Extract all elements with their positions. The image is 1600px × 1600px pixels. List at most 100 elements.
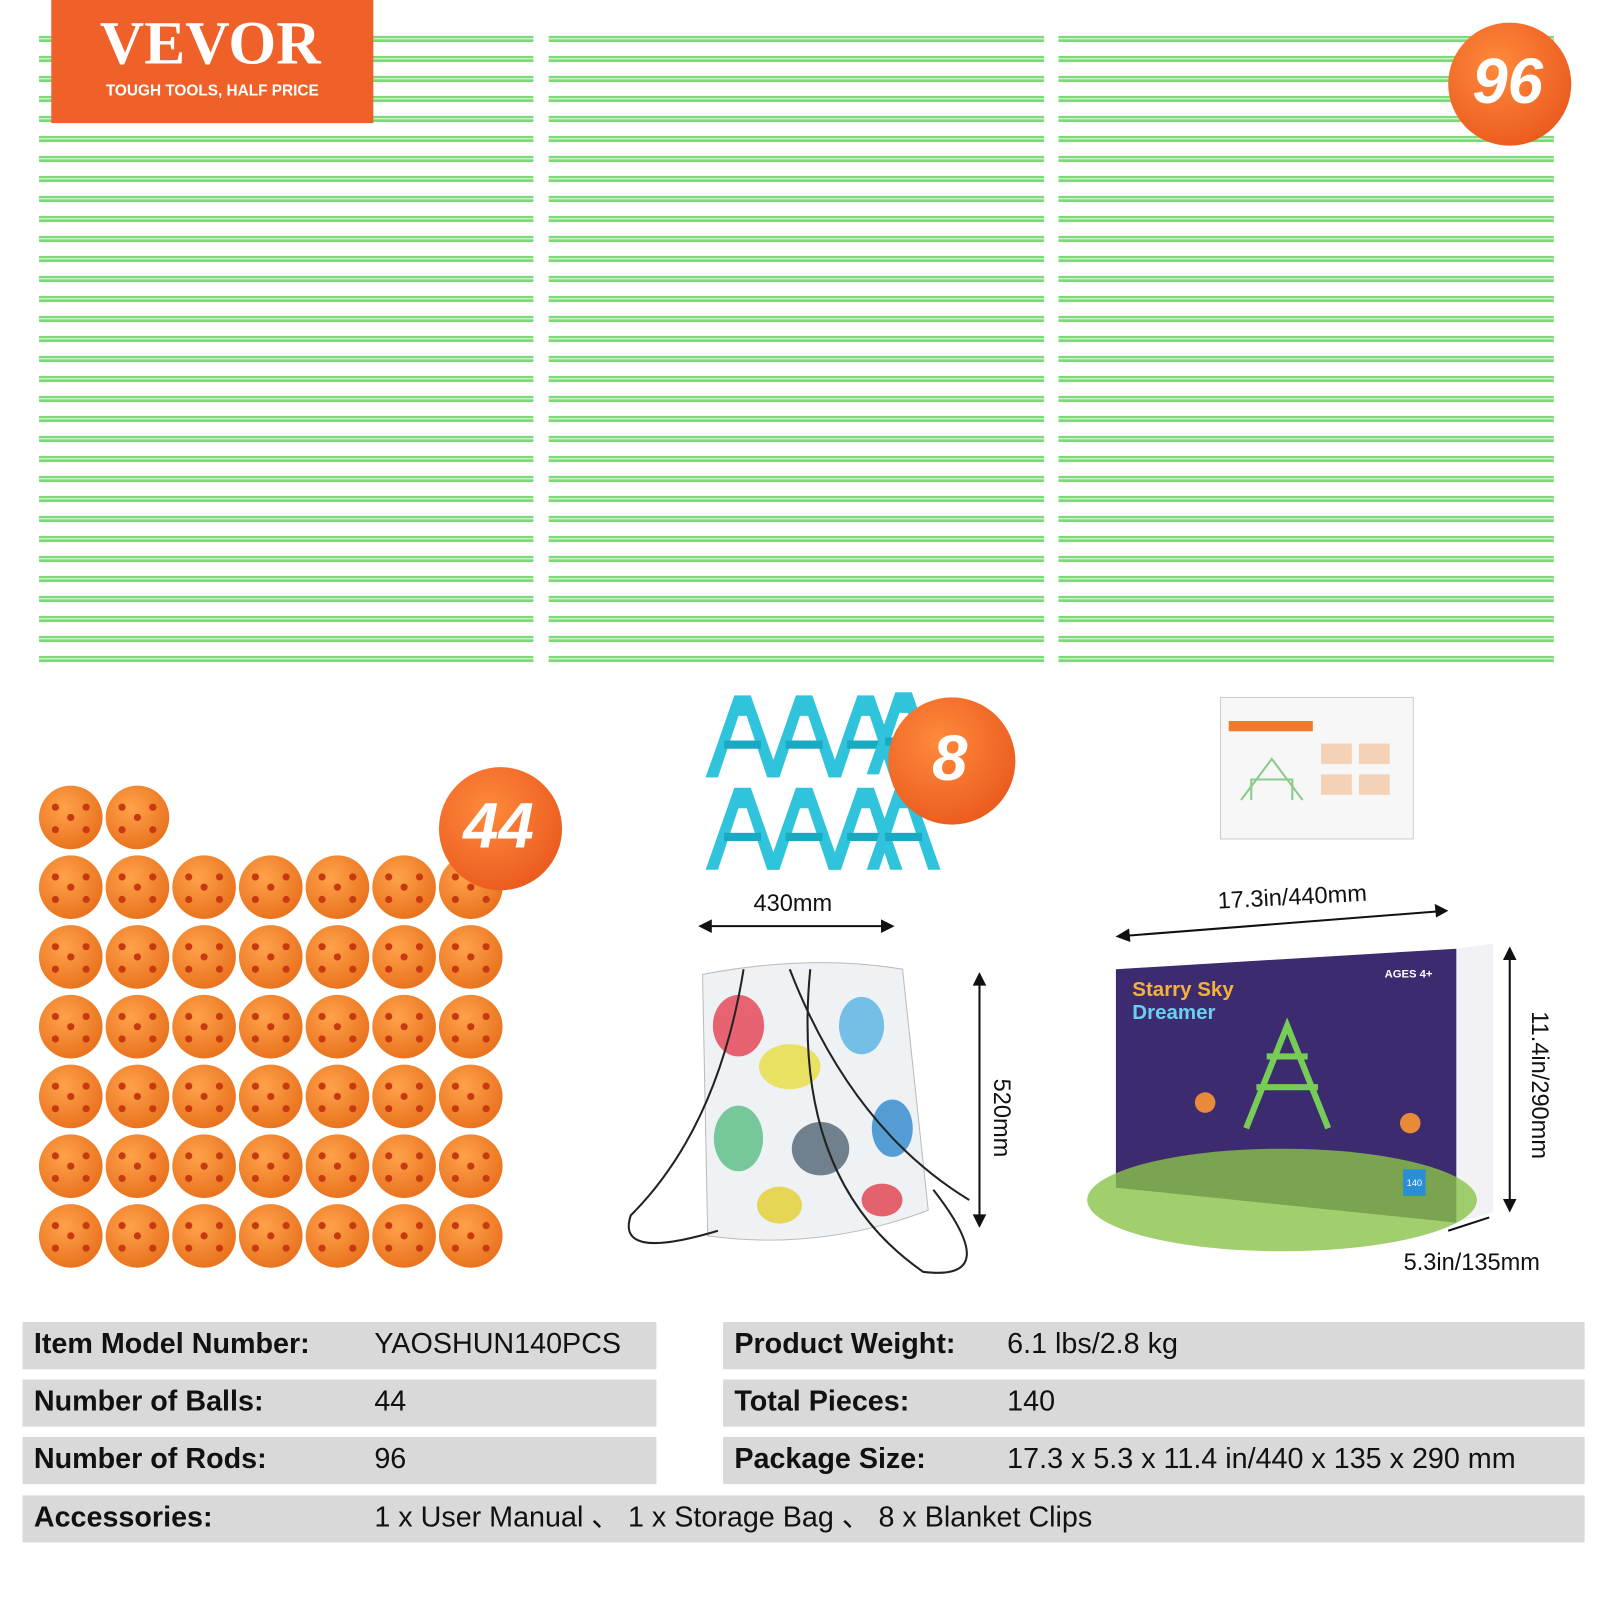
ball-hole <box>415 1174 424 1183</box>
ball-hole <box>51 826 59 834</box>
spec-label: Accessories: <box>34 1502 213 1534</box>
box-length: 17.3in/440mm <box>1217 880 1368 914</box>
spec-value: 96 <box>374 1443 406 1475</box>
rod-highlight <box>1058 97 1554 100</box>
ball-hole <box>400 1023 408 1031</box>
ball-hole <box>82 826 90 834</box>
ball-hole <box>349 1082 357 1090</box>
rod-highlight <box>1058 257 1554 260</box>
rod-highlight <box>1058 137 1554 140</box>
ball-hole <box>185 895 193 904</box>
rod-highlight <box>548 597 1045 600</box>
ball-hole <box>149 1222 157 1230</box>
ball-hole <box>51 1105 59 1113</box>
ball-hole <box>400 883 408 891</box>
ball-hole <box>451 943 459 951</box>
rod-highlight <box>1058 197 1554 200</box>
ball-hole <box>133 1023 142 1031</box>
ball-hole <box>385 943 393 951</box>
ball-hole <box>451 1012 459 1020</box>
ball-hole <box>333 1232 342 1240</box>
ball-hole <box>415 1012 424 1020</box>
ball-hole <box>51 965 59 973</box>
ball-hole <box>118 1082 126 1090</box>
rod-highlight <box>548 357 1045 360</box>
box-count: 140 <box>1407 1178 1422 1188</box>
rods-count: 96 <box>1472 46 1543 117</box>
rod-highlight <box>38 437 534 440</box>
rod-highlight <box>548 97 1045 100</box>
ball-hole <box>82 1035 90 1043</box>
rod-highlight <box>548 497 1045 500</box>
ball-hole <box>415 965 424 973</box>
ball-hole <box>149 873 157 881</box>
ball-hole <box>185 1222 193 1230</box>
ball-hole <box>67 1162 75 1170</box>
rod-highlight <box>38 377 534 380</box>
ball-hole <box>118 1152 126 1160</box>
rod-highlight <box>38 317 534 320</box>
spec-value: 6.1 lbs/2.8 kg <box>1007 1328 1178 1360</box>
ball-hole <box>251 895 259 904</box>
ball-hole <box>67 1232 75 1240</box>
ball-hole <box>282 943 290 951</box>
spec-value: YAOSHUN140PCS <box>374 1328 621 1360</box>
rod-highlight <box>38 137 534 140</box>
ball-hole <box>349 1152 357 1160</box>
ball-hole <box>349 1012 357 1020</box>
ball-hole <box>200 1162 208 1170</box>
ball-hole <box>251 1105 259 1113</box>
ball-hole <box>482 1082 490 1090</box>
rod-highlight <box>548 657 1045 660</box>
ball-hole <box>82 943 90 951</box>
ball-hole <box>149 1082 157 1090</box>
ball-hole <box>251 965 259 973</box>
ball-hole <box>467 1162 475 1170</box>
box-title: Starry Sky <box>1132 978 1234 1001</box>
ball-hole <box>82 1082 90 1090</box>
rod-highlight <box>38 517 534 520</box>
ball-hole <box>215 1035 224 1043</box>
ball-hole <box>385 1244 393 1252</box>
rod-highlight <box>1058 317 1554 320</box>
ball-hole <box>251 1012 259 1020</box>
rod-highlight <box>38 637 534 640</box>
badge <box>438 767 563 891</box>
ball-hole <box>385 1222 393 1230</box>
ball-hole <box>482 1105 490 1113</box>
ball-hole <box>451 1174 459 1183</box>
rod-highlight <box>1058 657 1554 660</box>
rod-highlight <box>38 617 534 620</box>
ball-hole <box>51 895 59 904</box>
ball-hole <box>467 1232 475 1240</box>
ball-hole <box>82 965 90 973</box>
rod-highlight <box>548 257 1045 260</box>
ball-hole <box>349 895 357 904</box>
rod-highlight <box>1058 57 1554 60</box>
ball-hole <box>400 1162 408 1170</box>
ball-hole <box>51 1174 59 1183</box>
ball-hole <box>82 1152 90 1160</box>
rod-highlight <box>38 277 534 280</box>
ball-hole <box>200 883 208 891</box>
ball-hole <box>385 1174 393 1183</box>
ball-hole <box>451 1035 459 1043</box>
rod-highlight <box>1058 397 1554 400</box>
ball-hole <box>349 1222 357 1230</box>
ball-hole <box>67 813 75 822</box>
ball-hole <box>333 953 342 961</box>
rod-highlight <box>548 637 1045 640</box>
ball-hole <box>215 1105 224 1113</box>
ball-hole <box>149 1152 157 1160</box>
badge <box>888 697 1016 825</box>
ball-hole <box>118 1174 126 1183</box>
ball-hole <box>133 953 142 961</box>
ball-hole <box>318 1082 326 1090</box>
ball-hole <box>482 965 490 973</box>
spec-value: 140 <box>1007 1386 1055 1418</box>
ball-hole <box>349 1105 357 1113</box>
balls-count: 44 <box>461 791 534 862</box>
rod-highlight <box>548 177 1045 180</box>
rod-highlight <box>1058 457 1554 460</box>
rod-highlight <box>38 157 534 160</box>
